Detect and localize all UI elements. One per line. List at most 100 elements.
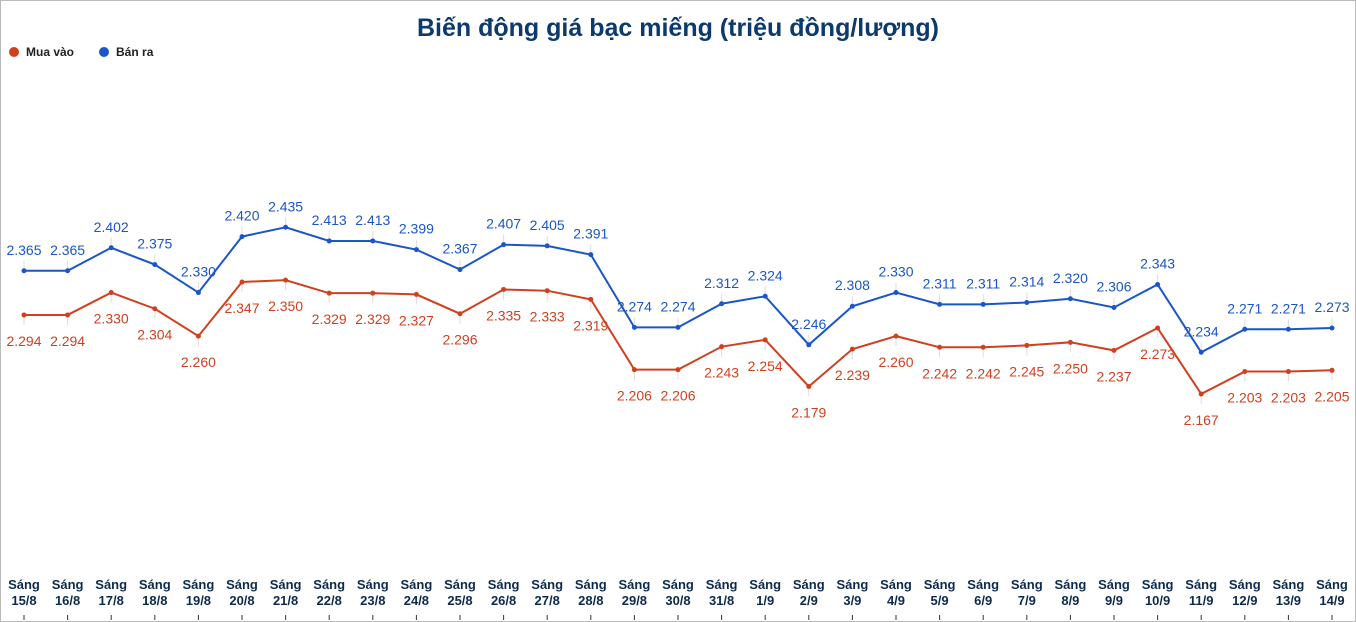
- data-label: 2.329: [355, 311, 390, 327]
- data-label: 2.375: [137, 236, 172, 252]
- point: [849, 303, 855, 309]
- point: [1285, 369, 1291, 375]
- point: [21, 268, 27, 274]
- legend-label: Mua vào: [26, 45, 74, 59]
- data-label: 2.296: [442, 332, 477, 348]
- point: [588, 296, 594, 302]
- point: [65, 268, 71, 274]
- point: [806, 383, 812, 389]
- x-tick-label: Sáng 11/9: [1185, 577, 1218, 608]
- data-label: 2.306: [1096, 278, 1131, 294]
- x-tick-label: Sáng 19/8: [182, 577, 215, 608]
- data-label: 2.271: [1227, 300, 1262, 316]
- data-label: 2.311: [966, 275, 1000, 291]
- point: [631, 324, 637, 330]
- point: [762, 337, 768, 343]
- point: [239, 279, 245, 285]
- data-label: 2.237: [1096, 368, 1131, 384]
- data-label: 2.347: [224, 300, 259, 316]
- data-label: 2.243: [704, 365, 739, 381]
- series-line: [24, 226, 1333, 354]
- data-label: 2.407: [486, 216, 521, 232]
- point: [501, 286, 507, 292]
- data-label: 2.179: [791, 404, 826, 420]
- data-label: 2.206: [617, 388, 652, 404]
- data-label: 2.330: [181, 264, 216, 280]
- x-tick-label: Sáng 10/9: [1141, 577, 1174, 608]
- data-label: 2.250: [1053, 360, 1088, 376]
- data-label: 2.260: [878, 354, 913, 370]
- data-label: 2.311: [923, 275, 957, 291]
- x-tick-label: Sáng 20/8: [226, 577, 258, 608]
- point: [457, 267, 463, 273]
- point: [980, 344, 986, 350]
- data-label: 2.330: [94, 311, 129, 327]
- x-tick-label: Sáng 30/8: [662, 577, 694, 608]
- x-tick-label: Sáng 22/8: [313, 577, 346, 608]
- data-label: 2.205: [1314, 388, 1349, 404]
- x-tick-label: Sáng 13/9: [1272, 577, 1305, 608]
- x-tick-label: Sáng 14/9: [1316, 577, 1348, 608]
- point: [544, 288, 550, 294]
- point: [1329, 325, 1335, 331]
- data-label: 2.167: [1184, 412, 1219, 428]
- data-label: 2.246: [791, 316, 826, 332]
- data-label: 2.324: [748, 267, 783, 283]
- point: [283, 224, 289, 230]
- point: [1242, 369, 1248, 375]
- x-tick-label: Sáng 21/8: [269, 577, 302, 608]
- point: [1155, 325, 1161, 331]
- point: [239, 234, 245, 240]
- point: [21, 312, 27, 318]
- point: [1155, 281, 1161, 287]
- data-label: 2.274: [660, 298, 695, 314]
- point: [108, 290, 114, 296]
- data-label: 2.308: [835, 277, 870, 293]
- data-label: 2.320: [1053, 270, 1088, 286]
- x-tick-label: Sáng 31/8: [705, 577, 738, 608]
- point: [1111, 347, 1117, 353]
- point: [631, 367, 637, 373]
- data-label: 2.304: [137, 327, 172, 343]
- x-tick-label: Sáng 9/9: [1098, 577, 1130, 608]
- data-label: 2.271: [1271, 300, 1306, 316]
- point: [1111, 304, 1117, 310]
- data-label: 2.413: [312, 212, 347, 228]
- legend-label: Bán ra: [116, 45, 154, 59]
- x-tick-label: Sáng 12/9: [1228, 577, 1261, 608]
- point: [544, 243, 550, 249]
- point: [719, 301, 725, 307]
- point: [1024, 300, 1030, 306]
- x-tick-label: Sáng 16/8: [51, 577, 84, 608]
- data-label: 2.312: [704, 275, 739, 291]
- data-label: 2.294: [6, 333, 41, 349]
- point: [152, 306, 158, 312]
- data-label: 2.203: [1271, 390, 1306, 406]
- point: [893, 290, 899, 296]
- data-label: 2.254: [748, 358, 783, 374]
- point: [1329, 367, 1335, 373]
- point: [108, 245, 114, 251]
- point: [326, 238, 332, 244]
- data-label: 2.329: [312, 311, 347, 327]
- x-tick-label: Sáng 3/9: [836, 577, 869, 608]
- point: [1067, 339, 1073, 345]
- point: [1067, 296, 1073, 302]
- point: [937, 344, 943, 350]
- legend-marker: [99, 47, 110, 57]
- point: [413, 247, 419, 253]
- data-label: 2.260: [181, 354, 216, 370]
- x-tick-label: Sáng 28/8: [574, 577, 607, 608]
- point: [1242, 326, 1248, 332]
- data-label: 2.242: [922, 365, 957, 381]
- point: [588, 252, 594, 258]
- point: [893, 333, 899, 339]
- point: [806, 342, 812, 348]
- data-label: 2.365: [6, 242, 41, 258]
- data-label: 2.391: [573, 226, 608, 242]
- x-tick-label: Sáng 4/9: [880, 577, 912, 608]
- x-tick-label: Sáng 8/9: [1054, 577, 1087, 608]
- x-tick-label: Sáng 2/9: [792, 577, 825, 608]
- x-tick-label: Sáng 18/8: [138, 577, 171, 608]
- point: [283, 277, 289, 283]
